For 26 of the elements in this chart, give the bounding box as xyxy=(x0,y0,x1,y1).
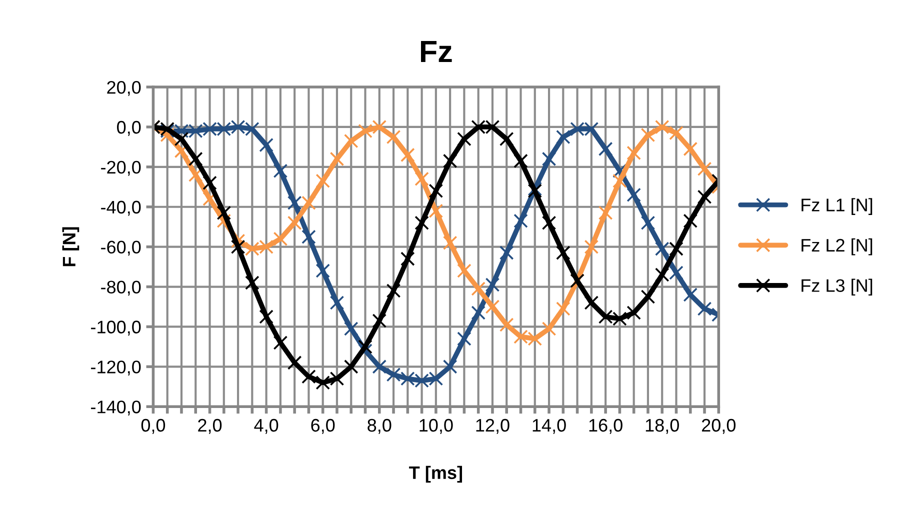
legend-label: Fz L2 [N] xyxy=(802,238,872,256)
y-tick-label: -60,0 xyxy=(101,240,141,256)
x-tick-label: 18,0 xyxy=(646,418,679,434)
chart-title: Fz xyxy=(421,41,452,62)
x-tick-label: 14,0 xyxy=(532,418,566,434)
x-tick-label: 2,0 xyxy=(198,418,222,434)
x-axis-title: T [ms] xyxy=(409,466,462,483)
x-tick-label: 16,0 xyxy=(589,418,622,434)
x-tick-label: 0,0 xyxy=(141,418,166,434)
y-tick-label: 0,0 xyxy=(117,120,141,136)
y-tick-label: 20,0 xyxy=(107,80,141,96)
x-tick-label: 6,0 xyxy=(311,418,335,434)
y-tick-label: -120,0 xyxy=(91,360,141,376)
x-tick-label: 12,0 xyxy=(476,418,510,434)
x-tick-label: 8,0 xyxy=(368,418,392,434)
legend-label: Fz L3 [N] xyxy=(802,278,872,296)
y-tick-label: -140,0 xyxy=(91,400,141,416)
y-tick-label: -100,0 xyxy=(91,320,141,336)
y-tick-label: -80,0 xyxy=(101,280,141,296)
legend-label: Fz L1 [N] xyxy=(802,198,872,215)
y-tick-label: -40,0 xyxy=(101,200,141,216)
x-tick-label: 20,0 xyxy=(702,418,736,434)
x-tick-label: 4,0 xyxy=(254,418,278,434)
y-tick-label: -20,0 xyxy=(101,160,141,176)
y-axis-title: F [N] xyxy=(62,227,80,266)
x-tick-label: 10,0 xyxy=(420,418,453,434)
